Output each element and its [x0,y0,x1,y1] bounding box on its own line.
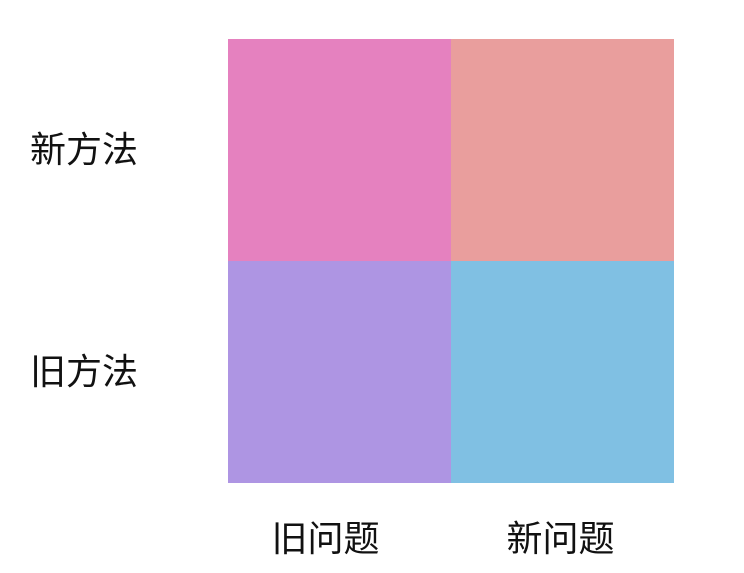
quadrant-new-method-old-problem [228,39,451,261]
column-label-old-problem: 旧问题 [271,519,380,560]
row-label-new-method: 新方法 [30,130,139,171]
row-label-old-method: 旧方法 [30,352,139,393]
quadrant-old-method-old-problem [228,261,451,483]
quadrant-new-method-new-problem [451,39,674,261]
quadrant-old-method-new-problem [451,261,674,483]
column-label-new-problem: 新问题 [506,519,615,560]
